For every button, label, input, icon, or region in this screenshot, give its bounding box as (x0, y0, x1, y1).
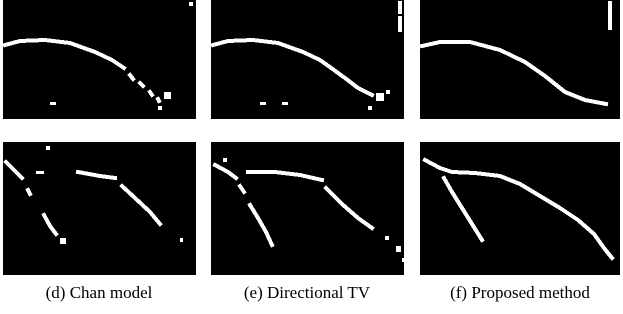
panel (420, 142, 620, 275)
caption: (f) Proposed method (450, 283, 590, 302)
panel (211, 0, 404, 119)
page: (d) Chan model (e) Directional TV (f) Pr… (0, 0, 623, 314)
panel (211, 142, 404, 275)
figure: (d) Chan model (e) Directional TV (f) Pr… (0, 0, 623, 314)
panel (3, 142, 196, 275)
caption: (e) Directional TV (244, 283, 371, 302)
caption: (d) Chan model (46, 283, 153, 302)
panel (3, 0, 196, 119)
